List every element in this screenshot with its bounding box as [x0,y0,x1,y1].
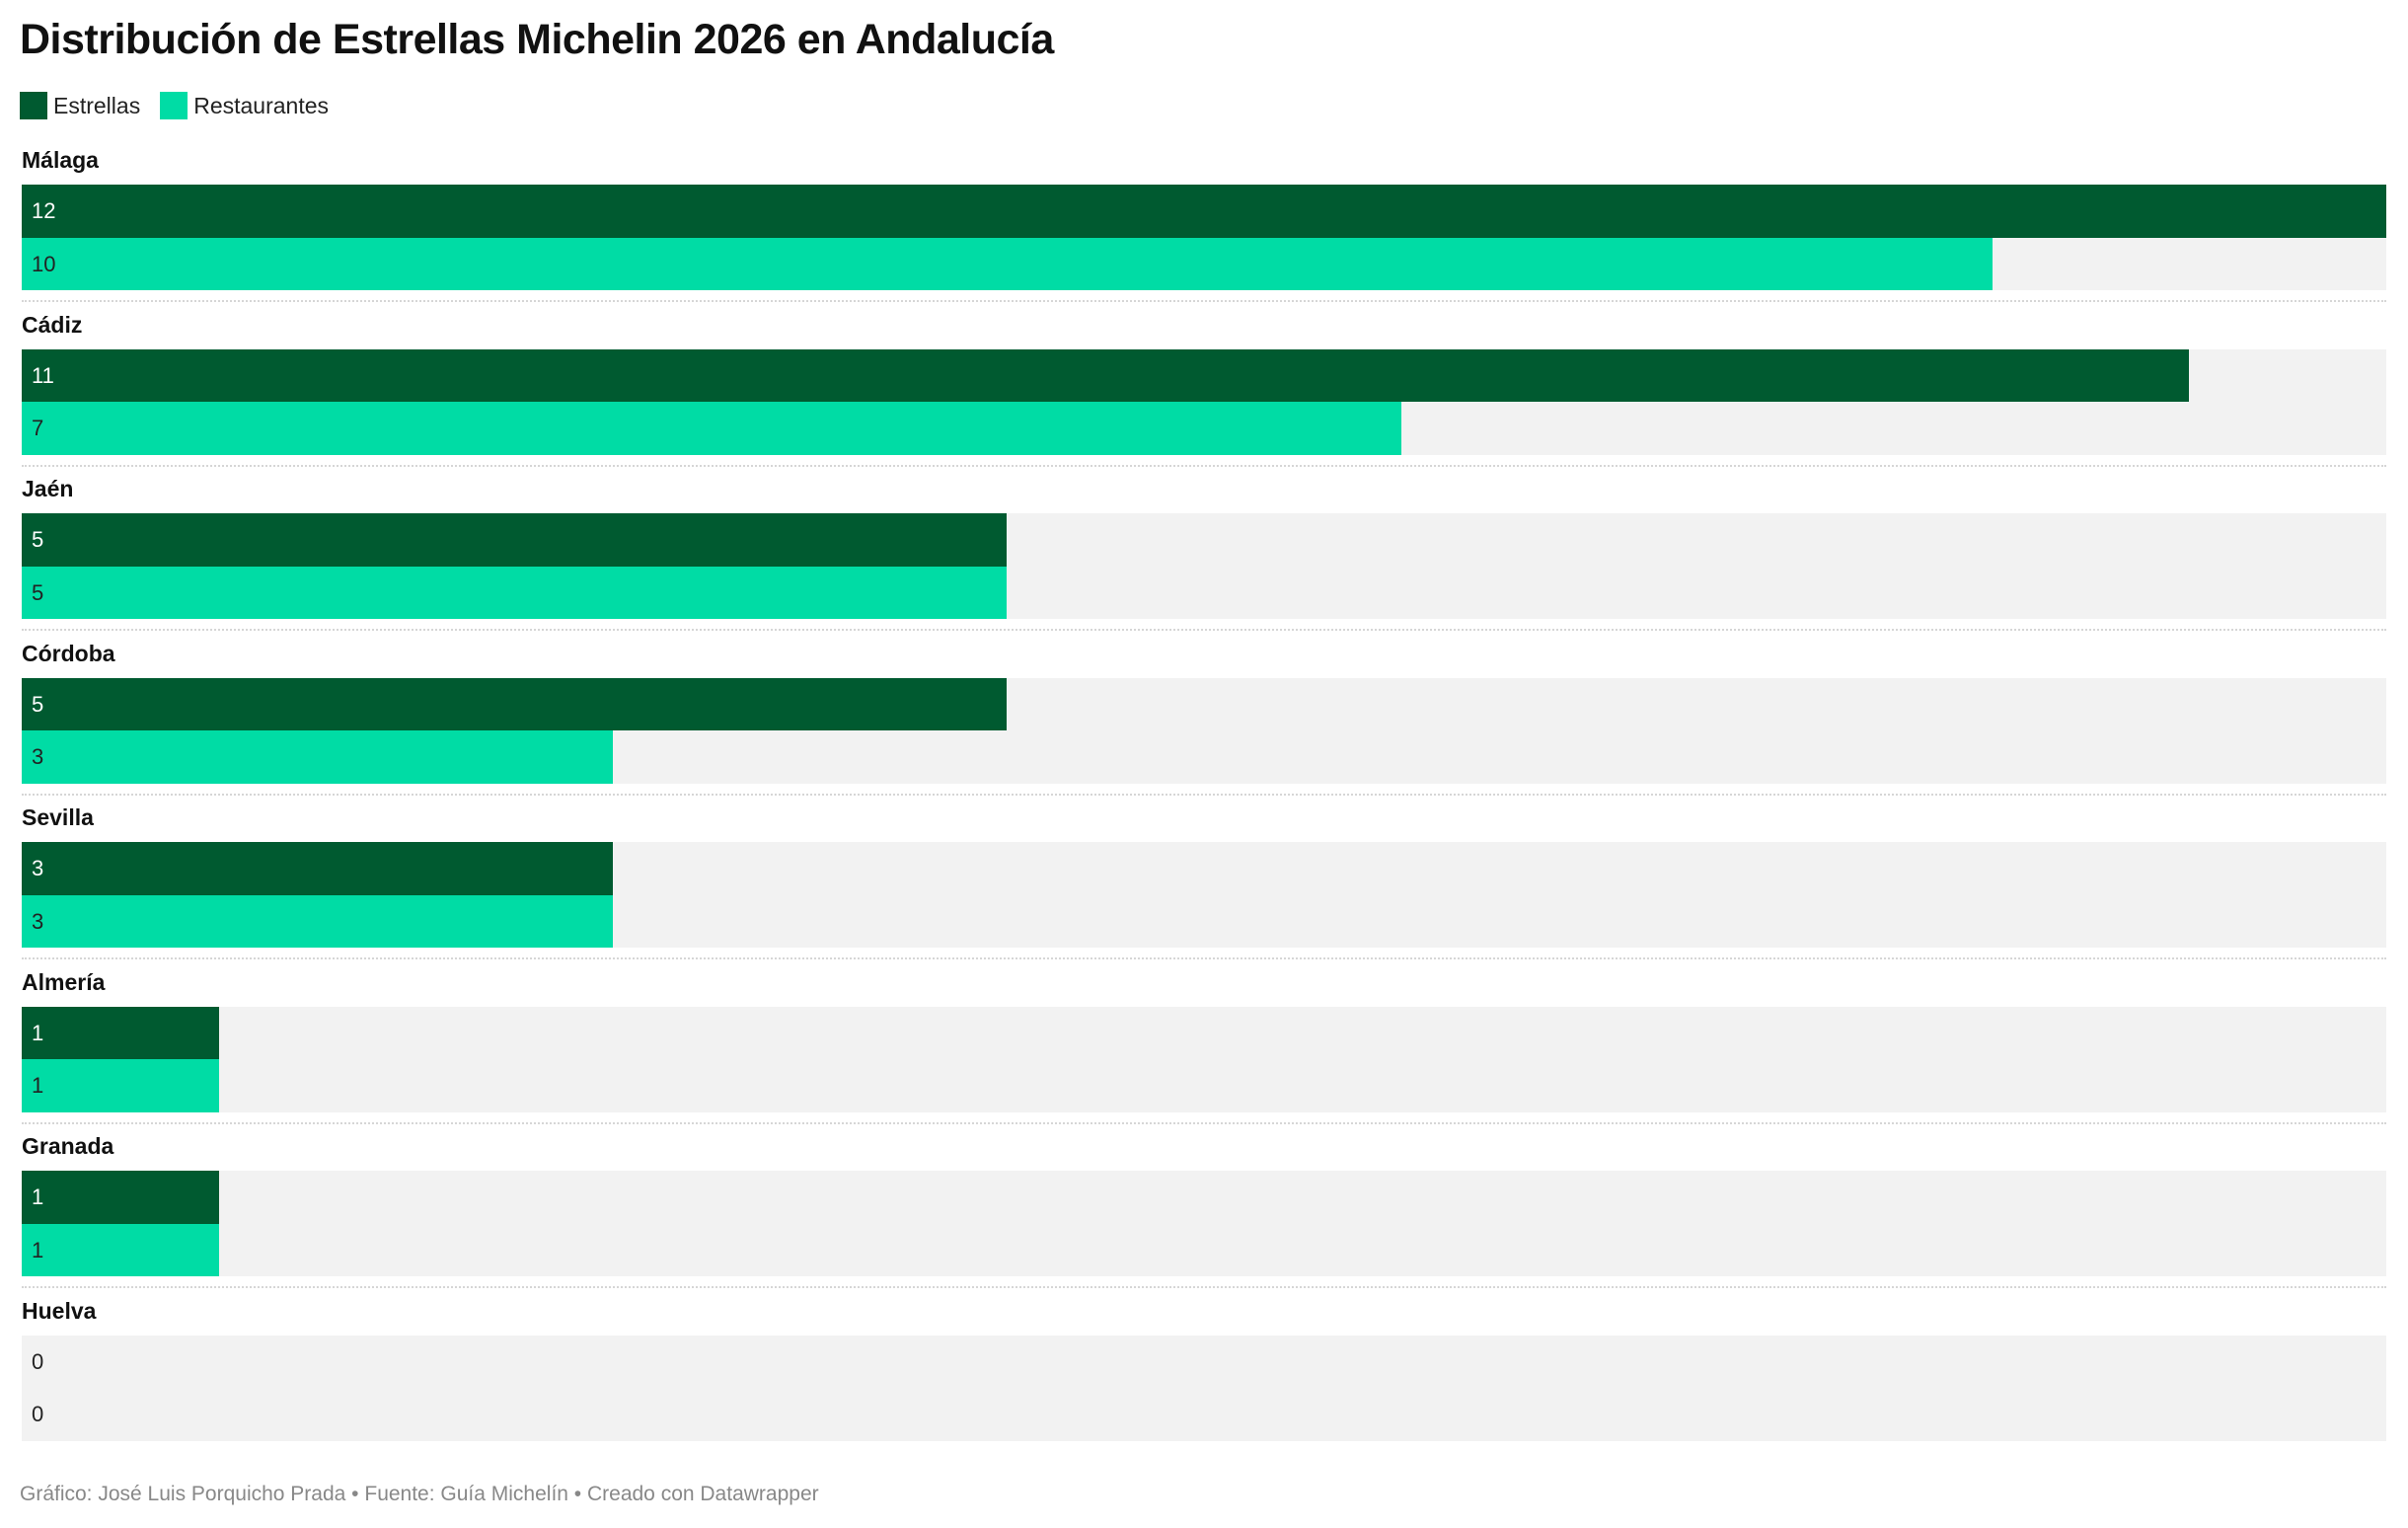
chart-footer: Gráfico: José Luis Porquicho Prada • Fue… [20,1483,819,1505]
data-label: 1 [32,1020,44,1045]
data-label: 1 [32,1073,44,1098]
bar-estrellas [22,1006,219,1059]
bar-track: 7 [22,402,2386,455]
legend: Estrellas Restaurantes [20,92,348,119]
group-divider [22,300,2386,302]
bar-track: 10 [22,237,2386,290]
bar-track: 1 [22,1223,2386,1276]
data-label: 1 [32,1237,44,1262]
category-label: Cádiz [22,311,83,338]
bar-estrellas [22,185,2386,238]
bar-restaurantes [22,730,613,784]
bar-track: 3 [22,842,2386,895]
category-label: Jaén [22,476,74,501]
legend-item-restaurantes: Restaurantes [160,92,329,119]
bar-restaurantes [22,402,1401,455]
data-label: 3 [32,908,44,934]
bar-restaurantes [22,566,1008,619]
group-divider [22,629,2386,631]
category-label: Córdoba [22,640,115,666]
bar-estrellas [22,842,613,895]
bar-track: 1 [22,1059,2386,1112]
bar-track: 0 [22,1335,2386,1388]
bar-track: 3 [22,730,2386,784]
bar-estrellas [22,677,1008,730]
group-divider [22,464,2386,467]
bar-estrellas [22,348,2190,402]
data-label: 7 [32,416,44,440]
chart-title: Distribución de Estrellas Michelin 2026 … [20,16,1054,63]
category-label: Almería [22,968,106,995]
data-label: 5 [32,691,44,717]
bar-restaurantes [22,894,613,948]
bar-track: 0 [22,1388,2386,1441]
data-label: 12 [32,198,56,223]
data-label: 11 [32,362,54,388]
bar-track: 5 [22,566,2386,619]
legend-swatch [160,92,188,119]
legend-swatch [20,92,47,119]
legend-item-estrellas: Estrellas [20,92,140,119]
data-label: 0 [32,1402,44,1426]
bar-restaurantes [22,237,1993,290]
group-divider [22,793,2386,796]
data-label: 3 [32,744,44,769]
bar-restaurantes [22,1059,219,1112]
group-divider [22,1286,2386,1288]
data-label: 3 [32,856,44,880]
bar-restaurantes [22,1223,219,1276]
bar-track: 5 [22,513,2386,567]
bar-track: 1 [22,1006,2386,1059]
data-label: 5 [32,527,44,552]
group-divider [22,957,2386,959]
category-label: Málaga [22,147,99,173]
bar-track: 12 [22,185,2386,238]
category-label: Huelva [22,1297,97,1324]
group-divider [22,1121,2386,1124]
category-label: Granada [22,1133,114,1159]
bar-track: 3 [22,894,2386,948]
bar-track: 1 [22,1171,2386,1224]
legend-label: Restaurantes [193,92,330,118]
bar-track: 11 [22,348,2386,402]
bar-estrellas [22,513,1008,567]
category-label: Sevilla [22,804,94,830]
data-label: 5 [32,579,44,605]
bar-estrellas [22,1171,219,1224]
data-label: 10 [32,251,56,276]
bar-track: 5 [22,677,2386,730]
data-label: 0 [32,1348,44,1374]
data-label: 1 [32,1184,44,1209]
legend-label: Estrellas [53,92,141,118]
